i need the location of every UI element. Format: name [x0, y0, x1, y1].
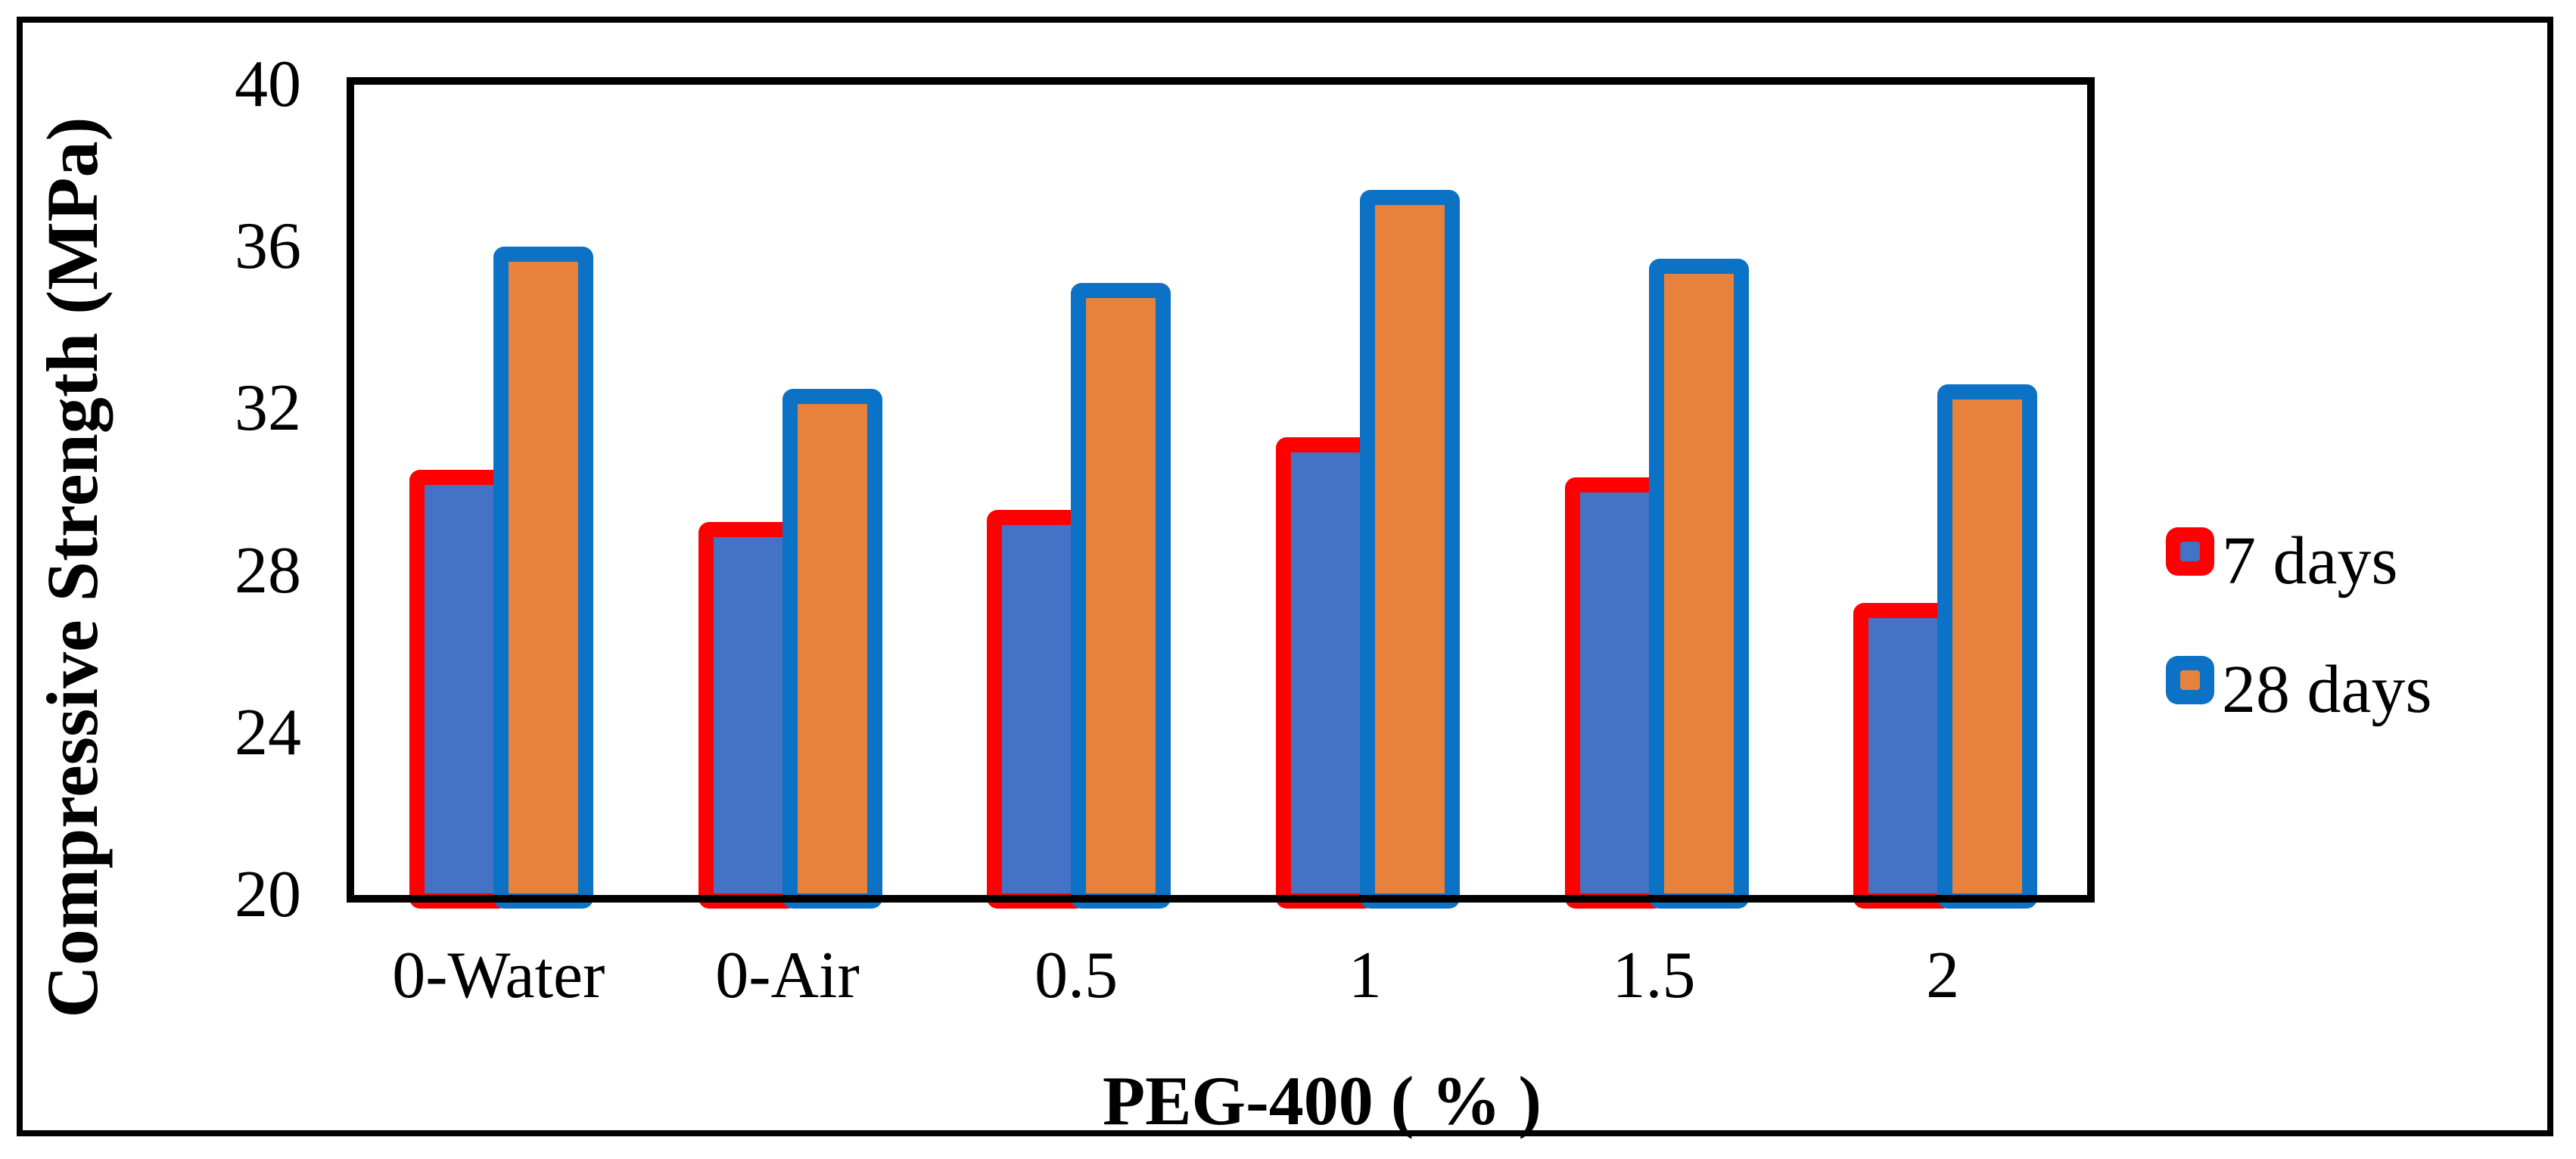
bar-28-days-2	[1937, 384, 2038, 909]
x-tick-label-0-air: 0-Air	[715, 939, 860, 1012]
x-tick-label-1: 1	[1348, 939, 1382, 1012]
x-axis-title: PEG-400 ( % )	[1102, 1062, 1542, 1139]
y-tick-label-20: 20	[235, 858, 301, 931]
bar-7-days-0-air	[698, 522, 798, 909]
plot-area	[354, 85, 2087, 909]
x-tick-label-0.5: 0.5	[1034, 939, 1118, 1012]
bar-28-days-1.5	[1648, 259, 1749, 909]
y-tick-label-40: 40	[235, 48, 301, 121]
legend-marker-28-days-icon	[2166, 656, 2214, 704]
legend-label-28-days: 28 days	[2222, 652, 2432, 727]
x-tick-label-2: 2	[1926, 939, 1960, 1012]
legend-marker-7-days-fill-icon	[2180, 542, 2200, 561]
y-tick-label-32: 32	[235, 371, 301, 446]
bar-28-days-1	[1359, 190, 1460, 909]
y-tick-label-36: 36	[235, 210, 301, 284]
x-tick-label-0-water: 0-Water	[392, 939, 605, 1012]
figure-border	[17, 17, 2553, 1136]
legend-marker-7-days-icon	[2166, 527, 2214, 576]
bar-28-days-0-water	[493, 247, 593, 909]
legend-marker-28-days-fill-icon	[2180, 670, 2200, 690]
bar-28-days-0-air	[782, 388, 882, 909]
bar-28-days-0.5	[1071, 283, 1171, 909]
legend-label-7-days: 7 days	[2222, 524, 2398, 598]
y-tick-label-24: 24	[235, 695, 301, 769]
x-tick-label-1.5: 1.5	[1612, 939, 1696, 1012]
y-tick-label-28: 28	[235, 533, 301, 607]
